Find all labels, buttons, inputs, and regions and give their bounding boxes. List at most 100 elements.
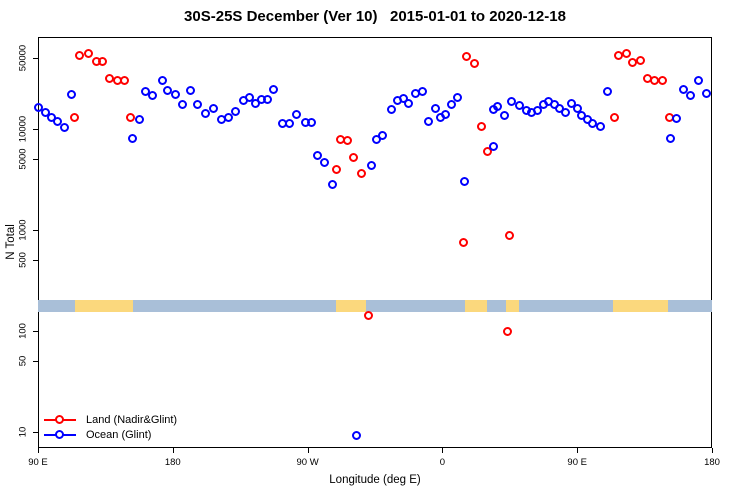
data-point-ocean — [693, 75, 703, 85]
data-point-ocean — [319, 158, 329, 168]
data-point-ocean — [185, 86, 195, 96]
data-point-land — [74, 51, 84, 61]
data-point-ocean — [404, 98, 414, 108]
band-segment-land — [506, 300, 520, 313]
data-point-ocean — [201, 108, 211, 118]
x-tick — [712, 448, 713, 453]
data-point-ocean — [596, 122, 606, 132]
band-segment-ocean — [38, 300, 75, 313]
data-point-land — [505, 230, 515, 240]
x-tick — [442, 448, 444, 453]
x-tick — [38, 448, 39, 453]
data-point-land — [476, 122, 486, 132]
data-point-ocean — [489, 141, 499, 151]
data-point-land — [610, 112, 620, 122]
data-point-ocean — [157, 75, 167, 85]
data-point-ocean — [328, 179, 338, 189]
data-point-ocean — [245, 93, 255, 103]
data-point-ocean — [224, 112, 234, 122]
legend: Land (Nadir&Glint) Ocean (Glint) — [44, 412, 177, 442]
land-series-symbol — [44, 414, 76, 425]
data-point-land — [343, 136, 353, 146]
x-tick-label: 180 — [704, 457, 720, 468]
y-axis-label: N Total — [5, 224, 17, 260]
data-point-land — [357, 169, 367, 179]
y-tick — [33, 58, 38, 60]
data-point-ocean — [493, 102, 503, 111]
band-segment-ocean — [519, 300, 613, 313]
data-point-ocean — [170, 90, 180, 100]
data-point-ocean — [231, 106, 240, 116]
y-tick — [33, 260, 38, 262]
data-point-ocean — [431, 104, 441, 114]
ocean-circle-icon — [55, 429, 64, 439]
data-point-land — [120, 75, 130, 85]
data-point-ocean — [306, 117, 316, 127]
x-tick — [577, 448, 579, 453]
data-point-ocean — [366, 161, 376, 171]
data-point-ocean — [686, 91, 696, 101]
data-point-land — [331, 165, 341, 174]
ocean-series-symbol — [44, 429, 76, 440]
data-point-ocean — [679, 85, 689, 95]
data-point-land — [627, 58, 637, 68]
y-tick-label: 50000 — [17, 44, 29, 72]
data-point-ocean — [178, 99, 188, 109]
y-tick — [33, 361, 38, 363]
y-tick-label: 100 — [17, 322, 29, 339]
band-segment-ocean — [668, 300, 712, 313]
data-point-land — [657, 75, 667, 85]
y-tick — [33, 128, 38, 130]
band-segment-ocean — [366, 300, 465, 313]
data-point-land — [470, 58, 480, 68]
y-tick-label: 50 — [17, 355, 29, 367]
band-segment-ocean — [487, 300, 507, 313]
data-point-ocean — [424, 116, 434, 126]
y-tick-label: 500 — [17, 252, 29, 269]
data-point-ocean — [59, 122, 69, 132]
band-segment-land — [336, 300, 366, 313]
x-tick-label: 0 — [439, 457, 446, 468]
data-point-land — [83, 48, 93, 58]
data-point-ocean — [134, 115, 144, 125]
y-tick-label: 1000 — [17, 219, 29, 241]
x-axis-label: Longitude (deg E) — [329, 474, 421, 486]
data-point-land — [503, 326, 513, 336]
y-tick — [33, 159, 38, 161]
plot-area — [38, 37, 712, 448]
data-point-land — [622, 49, 632, 59]
x-tick-label: 90 W — [296, 457, 319, 468]
chart-title: 30S-25S December (Ver 10) 2015-01-01 to … — [184, 8, 566, 25]
legend-item-ocean: Ocean (Glint) — [44, 427, 177, 442]
data-point-land — [349, 153, 359, 163]
data-point-ocean — [127, 134, 137, 144]
x-tick — [172, 448, 174, 453]
data-point-ocean — [377, 131, 387, 141]
data-point-ocean — [386, 104, 396, 114]
data-point-ocean — [500, 110, 510, 120]
data-point-ocean — [269, 84, 279, 94]
x-tick-label: 90 E — [28, 457, 48, 468]
x-tick — [307, 448, 309, 453]
data-point-ocean — [506, 97, 516, 107]
data-point-ocean — [148, 91, 158, 101]
data-point-ocean — [453, 93, 463, 103]
y-tick-label: 10000 — [17, 115, 29, 142]
data-point-ocean — [313, 151, 323, 161]
legend-item-land: Land (Nadir&Glint) — [44, 412, 177, 427]
data-point-land — [483, 146, 493, 156]
data-point-ocean — [34, 103, 44, 113]
data-point-ocean — [291, 109, 301, 119]
data-point-ocean — [603, 87, 613, 97]
land-circle-icon — [55, 414, 64, 424]
y-tick-label: 5000 — [17, 148, 29, 170]
data-point-land — [69, 113, 79, 123]
data-point-ocean — [533, 105, 543, 115]
data-point-ocean — [53, 116, 63, 126]
data-point-ocean — [262, 94, 272, 104]
data-point-land — [461, 51, 471, 61]
data-point-ocean — [193, 99, 203, 109]
y-tick — [33, 229, 38, 231]
data-point-ocean — [567, 98, 577, 108]
